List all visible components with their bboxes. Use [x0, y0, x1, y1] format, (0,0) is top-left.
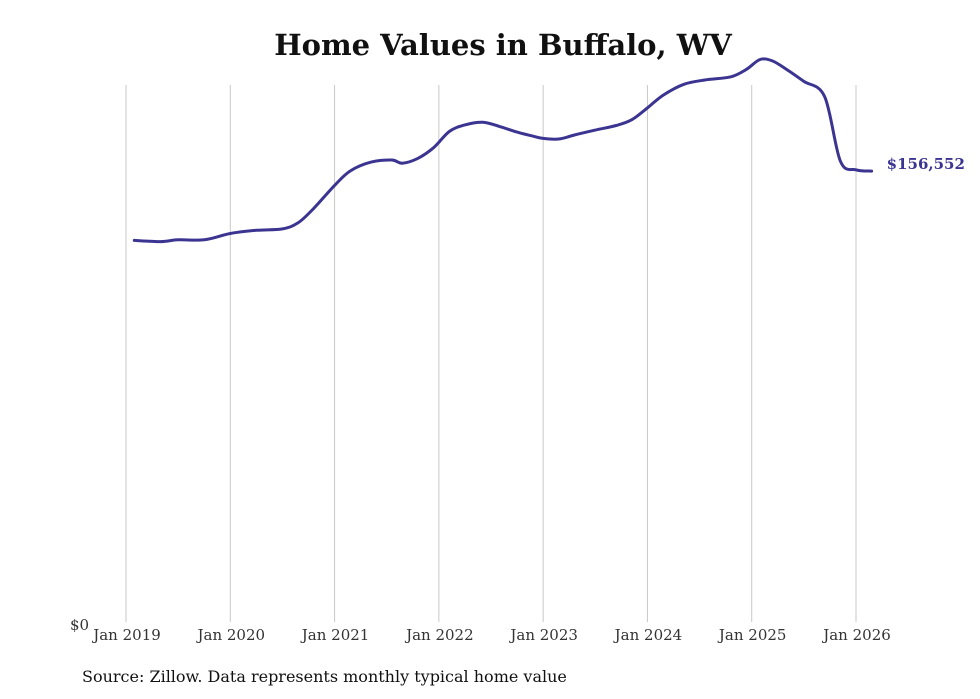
- source-note: Source: Zillow. Data represents monthly …: [82, 667, 567, 686]
- series-line-home-value: [132, 57, 874, 244]
- x-tick-label: Jan 2019: [91, 626, 161, 644]
- x-tick-label: Jan 2024: [613, 626, 683, 644]
- series-group: [132, 57, 874, 244]
- x-tick-label: Jan 2022: [404, 626, 474, 644]
- x-tick-label: Jan 2025: [717, 626, 787, 644]
- gridlines: [125, 85, 857, 622]
- y-tick-label-zero: $0: [70, 616, 89, 634]
- x-tick-label: Jan 2023: [508, 626, 578, 644]
- end-value-label: $156,552: [887, 155, 965, 173]
- x-tick-label: Jan 2020: [196, 626, 266, 644]
- x-tick-label: Jan 2021: [300, 626, 370, 644]
- x-axis-ticks: Jan 2019 Jan 2020 Jan 2021 Jan 2022 Jan 2023…: [91, 626, 891, 644]
- chart-title: Home Values in Buffalo, WV: [274, 28, 732, 62]
- x-tick-label: Jan 2026: [821, 626, 891, 644]
